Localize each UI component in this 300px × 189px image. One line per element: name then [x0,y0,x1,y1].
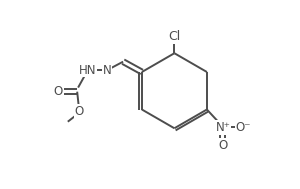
Text: O: O [74,105,84,118]
Text: Cl: Cl [168,30,181,43]
Text: HN: HN [79,64,96,77]
Text: N⁺: N⁺ [215,121,230,134]
Text: O: O [54,85,63,98]
Text: N: N [103,64,112,77]
Text: O: O [218,139,227,152]
Text: O⁻: O⁻ [236,121,251,134]
